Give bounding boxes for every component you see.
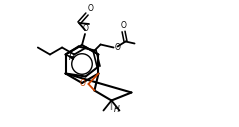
Text: H: H <box>69 53 74 62</box>
Text: O: O <box>83 24 89 33</box>
Text: O: O <box>80 80 86 89</box>
Text: O: O <box>88 4 94 13</box>
Text: O: O <box>114 43 120 52</box>
Polygon shape <box>65 54 74 60</box>
Text: O: O <box>121 20 126 29</box>
Text: H: H <box>114 106 119 115</box>
